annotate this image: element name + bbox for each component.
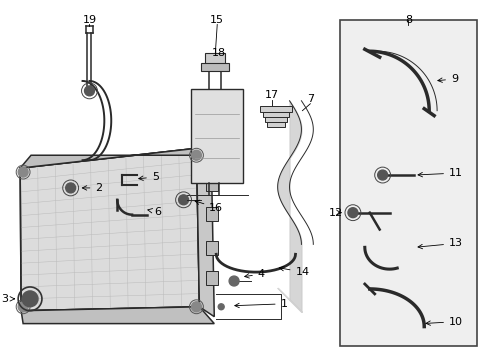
Text: 7: 7 (307, 94, 314, 104)
Bar (260, 106, 292, 112)
Text: 19: 19 (82, 14, 97, 24)
Circle shape (378, 170, 388, 180)
Bar (201, 63, 229, 71)
Text: 13: 13 (418, 238, 463, 249)
Text: 1: 1 (235, 299, 288, 309)
Bar (263, 112, 289, 117)
Text: 6: 6 (148, 207, 161, 217)
Bar (205, 53, 225, 65)
Text: 10: 10 (426, 317, 463, 327)
Circle shape (192, 302, 201, 312)
Circle shape (22, 291, 38, 307)
Text: 9: 9 (438, 74, 458, 84)
Text: 18: 18 (212, 48, 226, 58)
Circle shape (85, 86, 95, 96)
Text: 12: 12 (329, 208, 343, 218)
Circle shape (18, 302, 28, 312)
Polygon shape (21, 307, 214, 324)
Text: 17: 17 (265, 90, 279, 100)
Bar (340, 19, 477, 346)
Text: 8: 8 (405, 14, 412, 24)
Text: 5: 5 (139, 172, 159, 182)
Polygon shape (196, 148, 214, 317)
Text: 2: 2 (82, 183, 102, 193)
Text: 14: 14 (279, 266, 310, 277)
Bar (206, 177, 218, 191)
Text: 4: 4 (245, 269, 265, 279)
Polygon shape (20, 148, 211, 168)
Circle shape (218, 304, 224, 310)
Bar (192, 89, 243, 183)
Bar (265, 117, 287, 122)
Text: 3: 3 (1, 294, 15, 304)
Text: 16: 16 (195, 200, 223, 213)
Bar (206, 271, 218, 285)
Circle shape (348, 208, 358, 218)
Circle shape (192, 150, 201, 160)
Polygon shape (20, 148, 199, 311)
Circle shape (18, 167, 28, 177)
Bar (206, 207, 218, 221)
Circle shape (229, 276, 239, 286)
Circle shape (179, 195, 189, 205)
Circle shape (66, 183, 75, 193)
Bar (206, 242, 218, 255)
Text: 15: 15 (210, 14, 224, 24)
Text: 11: 11 (418, 168, 463, 178)
Bar (267, 122, 285, 126)
